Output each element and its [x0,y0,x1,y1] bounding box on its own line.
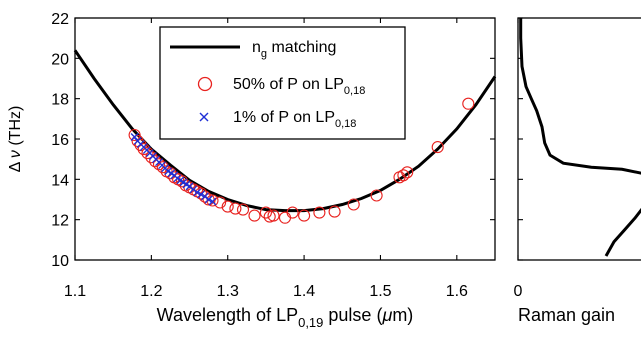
main-ticks: 1.1 1.2 1.3 1.4 1.5 1.6 10 12 14 16 18 20 22 [51,11,495,300]
main-y-tick-label: 12 [51,213,69,230]
legend-x-marker [199,112,209,122]
point-50pct [214,196,227,209]
main-y-tick-label: 18 [51,92,69,109]
main-x-axis-label: Wavelength of LP0,19 pulse (μm) [157,305,414,330]
point-50pct [156,161,169,174]
point-50pct [221,200,234,213]
legend-label-1pct: 1% of P on LP0,18 [233,109,356,130]
point-50pct [128,128,141,142]
point-1pct [204,195,213,204]
side-x-axis-label: Raman gain [518,305,615,325]
raman-gain-curve [519,18,641,257]
main-x-tick-label: 1.6 [446,283,468,300]
main-y-tick-label: 10 [51,253,69,270]
point-50pct [431,141,444,154]
main-y-tick-label: 14 [51,172,69,189]
point-50pct [259,206,272,219]
side-plot: 01 Raman gain [514,17,641,325]
point-50pct [328,205,341,218]
main-y-axis-label: Δ ν (THz) [7,106,24,173]
point-50pct [298,209,311,222]
point-50pct [370,189,383,202]
point-50pct [397,169,410,182]
point-50pct [236,203,250,216]
point-50pct [347,198,360,211]
main-x-tick-label: 1.4 [293,283,315,300]
point-50pct [229,202,242,215]
point-50pct [141,147,154,160]
main-y-tick-label: 16 [51,132,69,149]
side-ticks: 01 [514,17,523,300]
point-1pct [193,188,202,197]
point-1pct [197,190,205,199]
point-50pct [401,166,414,179]
legend-circle-marker [197,76,213,92]
point-1pct [208,197,217,206]
point-50pct [137,143,150,156]
point-50pct [267,209,280,222]
legend-label-ng: ng matching [252,39,336,60]
main-x-tick-label: 1.1 [64,283,86,300]
point-50pct [286,206,299,219]
side-series-layer [519,18,641,257]
main-y-tick-label: 20 [51,51,69,68]
point-50pct [313,206,326,219]
point-1pct [130,133,139,141]
legend: ng matching 50% of P on LP0,18 1% of P o… [159,26,406,140]
main-x-tick-label: 1.5 [369,283,391,300]
point-50pct [152,158,166,171]
main-series-layer [73,49,497,224]
side-x-tick-label: 0 [514,283,523,300]
main-x-tick-label: 1.3 [217,283,239,300]
main-y-tick-label: 22 [51,11,69,28]
point-50pct [175,175,188,188]
legend-label-50pct: 50% of P on LP0,18 [233,76,365,97]
point-50pct [278,211,292,224]
main-x-tick-label: 1.2 [140,283,162,300]
point-50pct [462,97,475,110]
point-50pct [248,209,261,222]
side-plot-frame [517,17,641,261]
main-plot: 1.1 1.2 1.3 1.4 1.5 1.6 10 12 14 16 18 20 22 ng matc… [7,11,497,330]
